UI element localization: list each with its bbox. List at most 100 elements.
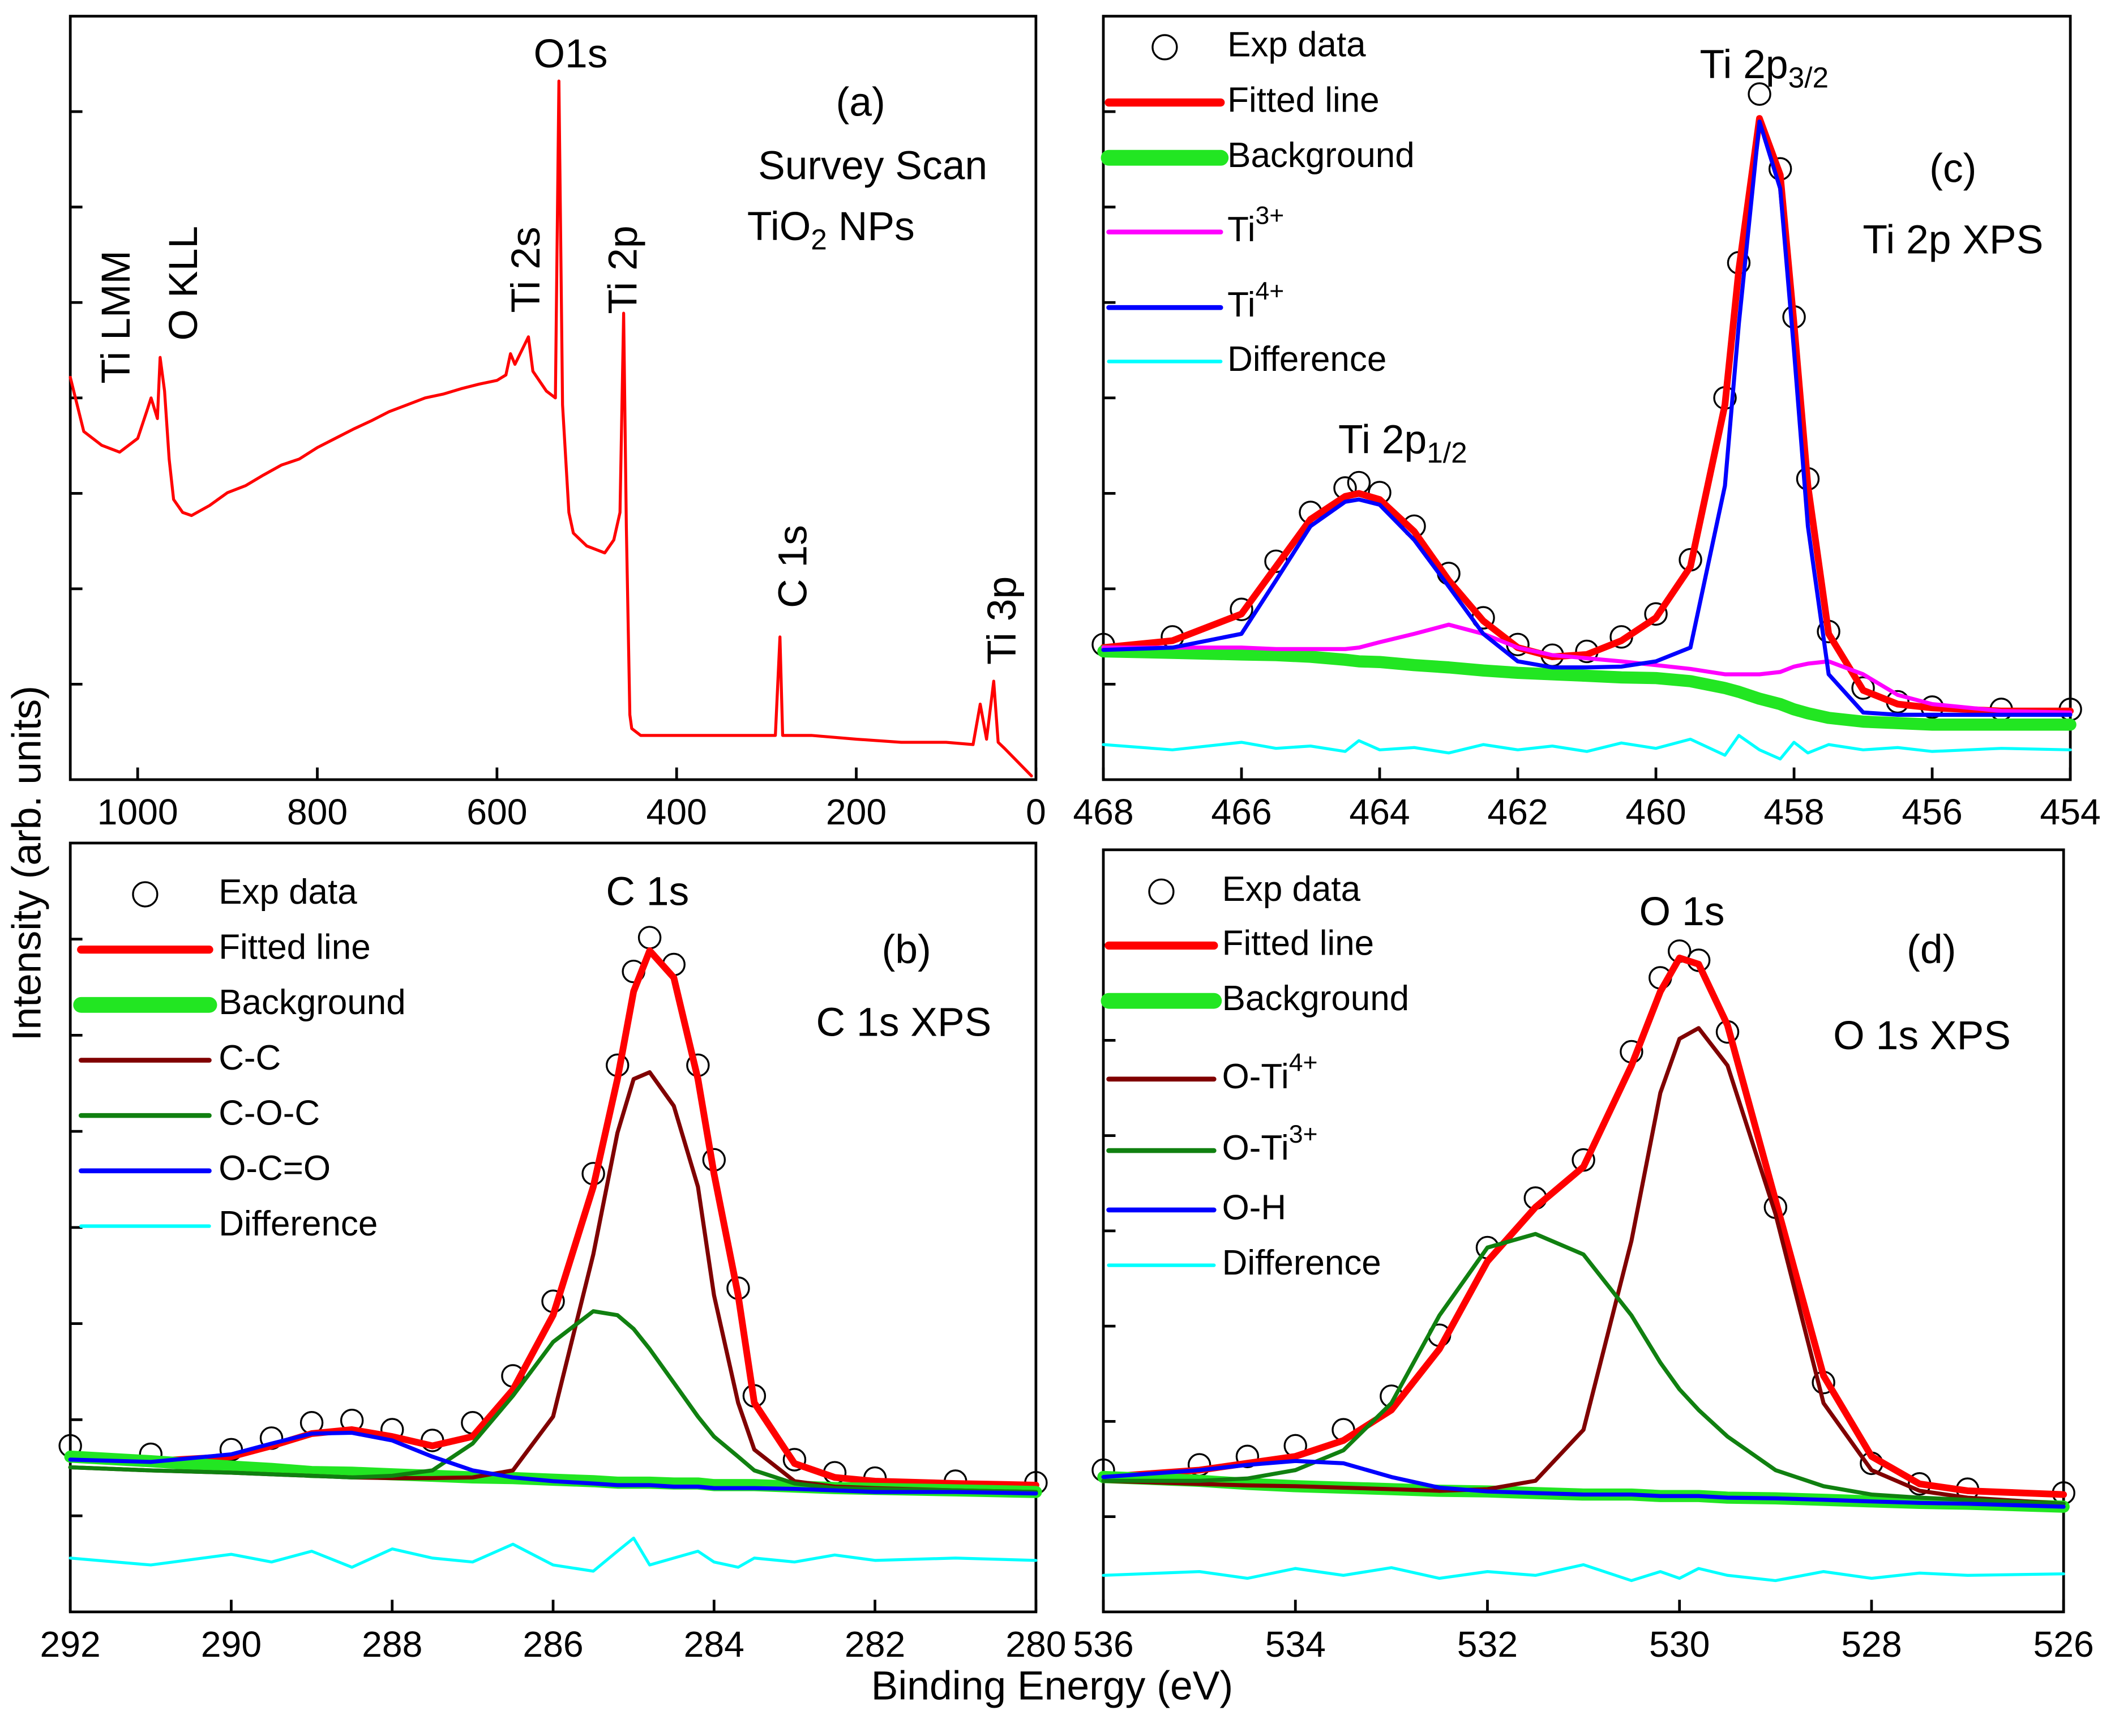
- legend-label: Ti4+: [1227, 277, 1284, 325]
- annotation: (b): [882, 927, 931, 972]
- legend-label: O-H: [1222, 1188, 1287, 1227]
- annotation: C 1s: [770, 525, 816, 608]
- series-line: [1100, 954, 2067, 1498]
- annotation-part: TiO: [747, 204, 811, 249]
- legend-label: Ti3+: [1227, 202, 1284, 249]
- x-axis-label: Binding Energy (eV): [871, 1663, 1233, 1708]
- x-tick-label: 400: [647, 792, 707, 832]
- x-tick-label: 286: [523, 1624, 583, 1665]
- annotation: Ti 2p1/2: [1338, 417, 1467, 468]
- x-tick-label: 534: [1265, 1624, 1326, 1665]
- x-tick-label: 284: [684, 1624, 744, 1665]
- y-axis-label: Intensity (arb. units): [5, 686, 50, 1041]
- legend-label-part: Ti: [1227, 210, 1255, 249]
- series-line: [1097, 645, 2077, 731]
- x-tick-label: 462: [1487, 792, 1548, 832]
- annotation: C 1s: [606, 869, 689, 914]
- annotation: (d): [1907, 927, 1956, 972]
- series-line: [68, 1309, 1038, 1494]
- x-tick-label: 200: [826, 792, 887, 832]
- annotation-part: 3/2: [1788, 61, 1829, 93]
- series-line: [1101, 119, 2073, 717]
- annotation: O KLL: [161, 226, 206, 341]
- annotation: TiO2 NPs: [747, 204, 915, 255]
- x-tick-label: 454: [2040, 792, 2100, 832]
- legend-label: Difference: [1222, 1243, 1381, 1282]
- x-tick-label: 458: [1763, 792, 1824, 832]
- series-line: [1102, 734, 2072, 761]
- x-tick-label: 0: [1026, 792, 1046, 832]
- x-tick-label: 460: [1625, 792, 1686, 832]
- annotation-part: 2: [811, 223, 827, 255]
- annotation: O 1s: [1639, 889, 1725, 934]
- x-tick-label: 528: [1841, 1624, 1902, 1665]
- legend-label: Exp data: [1227, 25, 1366, 65]
- legend-label: Background: [1227, 136, 1414, 175]
- exp-point: [1644, 602, 1668, 626]
- x-tick-label: 456: [1902, 792, 1962, 832]
- legend-label: Fitted line: [1227, 80, 1379, 119]
- annotation: Ti 2s: [503, 226, 549, 313]
- legend-marker: [132, 881, 159, 908]
- legend-label: O-Ti4+: [1222, 1049, 1318, 1096]
- legend-label: Fitted line: [219, 927, 370, 967]
- legend-label-part: O-Ti: [1222, 1128, 1289, 1168]
- exp-point: [782, 1448, 807, 1472]
- legend-label-part: Ti: [1227, 286, 1255, 325]
- legend-marker: [1151, 34, 1178, 61]
- annotation: O 1s XPS: [1833, 1013, 2011, 1058]
- x-tick-label: 526: [2033, 1624, 2094, 1665]
- x-tick-label: 600: [466, 792, 527, 832]
- legend-label: Background: [219, 983, 405, 1022]
- annotation-part: Ti 2p: [1338, 417, 1427, 462]
- x-tick-label: 280: [1005, 1624, 1066, 1665]
- x-tick-label: 292: [40, 1624, 101, 1665]
- x-tick-label: 290: [201, 1624, 262, 1665]
- legend-label-part: O-Ti: [1222, 1057, 1289, 1096]
- series-line: [1101, 1459, 2066, 1509]
- x-tick-label: 1000: [97, 792, 178, 832]
- x-tick-label: 464: [1349, 792, 1410, 832]
- plot-frame: [1102, 15, 2072, 781]
- legend-label: Exp data: [1222, 870, 1361, 909]
- exp-point: [1851, 676, 1875, 700]
- annotation: O1s: [533, 31, 607, 76]
- annotation: Ti 2p XPS: [1863, 217, 2043, 263]
- series-line: [68, 1070, 1038, 1494]
- legend-label: C-C: [219, 1038, 281, 1077]
- legend-label-part: 4+: [1255, 277, 1284, 305]
- legend-label: O-C=O: [219, 1149, 331, 1188]
- exp-point: [1748, 82, 1771, 106]
- series-line: [1101, 622, 2073, 715]
- legend-label: Difference: [219, 1204, 378, 1243]
- series-line: [1101, 1026, 2066, 1506]
- annotation: (a): [836, 80, 885, 125]
- x-tick-label: 530: [1649, 1624, 1710, 1665]
- legend-label: Exp data: [219, 873, 357, 912]
- legend-label-part: 4+: [1289, 1049, 1318, 1076]
- series-line: [68, 1536, 1038, 1573]
- exp-point: [1235, 1444, 1260, 1468]
- x-tick-label: 468: [1073, 792, 1133, 832]
- x-tick-label: 282: [845, 1624, 905, 1665]
- series-line: [68, 79, 1033, 777]
- x-tick-label: 800: [287, 792, 348, 832]
- annotation: Ti LMM: [93, 250, 139, 384]
- annotation-part: NPs: [827, 204, 915, 249]
- annotation-part: 1/2: [1427, 435, 1467, 468]
- legend-label: Difference: [1227, 340, 1386, 379]
- series-line: [1100, 115, 2074, 715]
- legend-label: C-O-C: [219, 1094, 320, 1133]
- legend-label-part: 3+: [1255, 202, 1284, 229]
- series-line: [68, 1430, 1038, 1496]
- legend-label: Background: [1222, 979, 1409, 1018]
- series-line: [64, 1450, 1042, 1498]
- legend-label-part: 3+: [1289, 1121, 1318, 1148]
- x-tick-label: 536: [1073, 1624, 1133, 1665]
- x-tick-label: 532: [1457, 1624, 1518, 1665]
- annotation: (c): [1929, 146, 1976, 191]
- legend-marker: [1148, 878, 1175, 905]
- x-tick-label: 466: [1211, 792, 1271, 832]
- annotation: Survey Scan: [758, 143, 987, 189]
